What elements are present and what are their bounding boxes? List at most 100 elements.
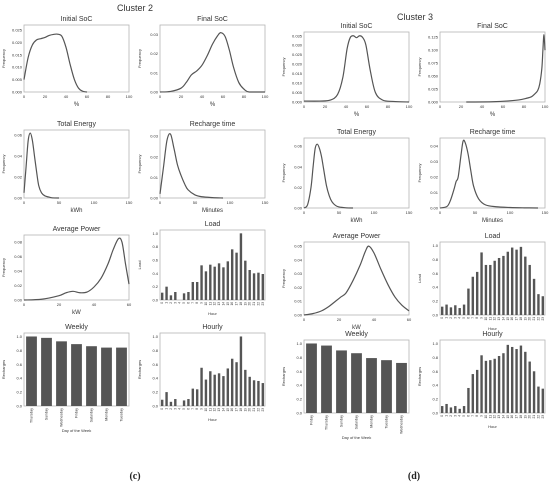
bar bbox=[484, 360, 488, 413]
x-tick-label: 6 bbox=[466, 317, 470, 319]
y-tick-label: 0.030 bbox=[292, 43, 303, 48]
density-line bbox=[23, 132, 60, 199]
bar bbox=[471, 276, 475, 315]
x-axis-label: Day of the Week bbox=[62, 428, 92, 433]
x-tick-label: 5 bbox=[462, 317, 466, 319]
x-tick-label: 100 bbox=[126, 94, 133, 99]
x-tick-label: 0 bbox=[159, 200, 162, 205]
bar bbox=[321, 345, 332, 413]
x-tick-label: 9 bbox=[200, 408, 204, 410]
density-line bbox=[23, 237, 130, 301]
y-tick-label: 0.100 bbox=[428, 48, 439, 53]
bar bbox=[230, 249, 234, 300]
x-tick-label: 4 bbox=[178, 302, 182, 304]
x-tick-label: 50 bbox=[337, 210, 342, 215]
bar bbox=[449, 307, 453, 315]
x-tick-label: 60 bbox=[407, 317, 412, 322]
bar bbox=[506, 251, 510, 315]
bar bbox=[440, 406, 444, 413]
y-tick-label: 0.00 bbox=[430, 206, 439, 211]
x-tick-label: 100 bbox=[227, 200, 234, 205]
x-tick-label: 14 bbox=[501, 317, 505, 321]
chart-title: Load bbox=[205, 221, 221, 228]
y-tick-label: 0.6 bbox=[152, 258, 158, 263]
chart-title: Final SoC bbox=[197, 16, 228, 23]
x-tick-label: 0 bbox=[439, 210, 442, 215]
y-tick-label: 0.0 bbox=[432, 313, 438, 318]
x-tick-label: 21 bbox=[532, 415, 536, 419]
bar bbox=[484, 264, 488, 315]
bar bbox=[169, 401, 173, 406]
bar bbox=[160, 292, 164, 300]
x-tick-label: 18 bbox=[239, 408, 243, 412]
x-tick-label: 100 bbox=[406, 104, 413, 109]
y-tick-label: 0.000 bbox=[292, 100, 303, 105]
bar bbox=[381, 360, 392, 413]
bar bbox=[235, 362, 238, 406]
c3-weekly-panel: Weekly Recharges 0.0 0.2 0.4 0.6 0.8 1.0 Friday T… bbox=[281, 331, 410, 440]
x-tick-label: Monday bbox=[370, 415, 374, 428]
plot-frame bbox=[23, 129, 130, 199]
x-tick-label: 14 bbox=[501, 415, 505, 419]
x-tick-label: 0 bbox=[160, 408, 164, 410]
x-tick-label: 60 bbox=[365, 104, 370, 109]
bar bbox=[86, 346, 97, 406]
x-tick-label: 14 bbox=[221, 408, 225, 412]
bar bbox=[519, 246, 523, 315]
y-tick-label: 0.03 bbox=[430, 159, 439, 164]
x-tick-label: 21 bbox=[532, 317, 536, 321]
c3-total-energy-panel: Total Energy Frequency 0.00 0.02 0.04 0.06 0 50… bbox=[281, 129, 413, 224]
y-tick-label: 1.0 bbox=[432, 243, 438, 248]
bar bbox=[467, 288, 470, 315]
y-tick-label: 0.8 bbox=[296, 355, 302, 360]
x-tick-label: 6 bbox=[186, 302, 190, 304]
x-tick-label: 50 bbox=[57, 200, 62, 205]
x-tick-label: 60 bbox=[127, 302, 132, 307]
y-tick-label: 0.02 bbox=[150, 154, 159, 159]
x-tick-label: 80 bbox=[522, 104, 527, 109]
bar bbox=[235, 252, 238, 300]
c2-recharge-time-panel: Recharge time Frequency 0.00 0.01 0.02 0.03 0 5… bbox=[137, 121, 269, 214]
bar bbox=[187, 399, 190, 406]
x-tick-label: 40 bbox=[480, 104, 485, 109]
plot-frame bbox=[439, 339, 546, 414]
y-tick-label: 0.8 bbox=[432, 355, 438, 360]
x-tick-label: 15 bbox=[226, 408, 230, 412]
x-tick-label: 23 bbox=[261, 302, 265, 306]
bar bbox=[204, 271, 208, 300]
bar bbox=[366, 358, 377, 413]
y-tick-label: 0.02 bbox=[294, 285, 303, 290]
y-tick-label: 0.2 bbox=[16, 390, 22, 395]
x-tick-label: 4 bbox=[458, 415, 462, 417]
bar bbox=[200, 265, 203, 300]
x-tick-label: 16 bbox=[230, 408, 234, 412]
bar bbox=[336, 350, 347, 413]
y-axis-label: Frequency bbox=[1, 49, 6, 68]
chart-title: Weekly bbox=[65, 324, 88, 331]
x-tick-label: 2 bbox=[449, 317, 453, 319]
x-tick-label: Sunday bbox=[340, 415, 344, 427]
chart-title: Hourly bbox=[202, 324, 223, 331]
bar bbox=[204, 379, 208, 406]
x-tick-label: 3 bbox=[453, 317, 457, 319]
y-tick-label: 1.0 bbox=[152, 231, 158, 236]
y-tick-label: 0.00 bbox=[294, 313, 303, 318]
y-tick-label: 0.2 bbox=[152, 390, 158, 395]
c2-average-power-panel: Average Power Frequency 0.00 0.02 0.04 0.06 0.… bbox=[1, 226, 132, 316]
x-tick-label: 0 bbox=[303, 317, 306, 322]
y-axis-label: Frequency bbox=[137, 155, 142, 174]
y-tick-label: 0.020 bbox=[12, 40, 23, 45]
x-tick-label: Friday bbox=[310, 415, 314, 425]
y-tick-label: 0.04 bbox=[14, 154, 23, 159]
bar bbox=[244, 260, 247, 300]
y-tick-label: 0.2 bbox=[432, 397, 438, 402]
y-tick-label: 0.010 bbox=[12, 65, 23, 70]
bar bbox=[519, 345, 523, 413]
y-tick-label: 0.025 bbox=[428, 87, 439, 92]
bar bbox=[244, 369, 247, 406]
bar bbox=[458, 308, 461, 315]
bar bbox=[541, 296, 545, 315]
